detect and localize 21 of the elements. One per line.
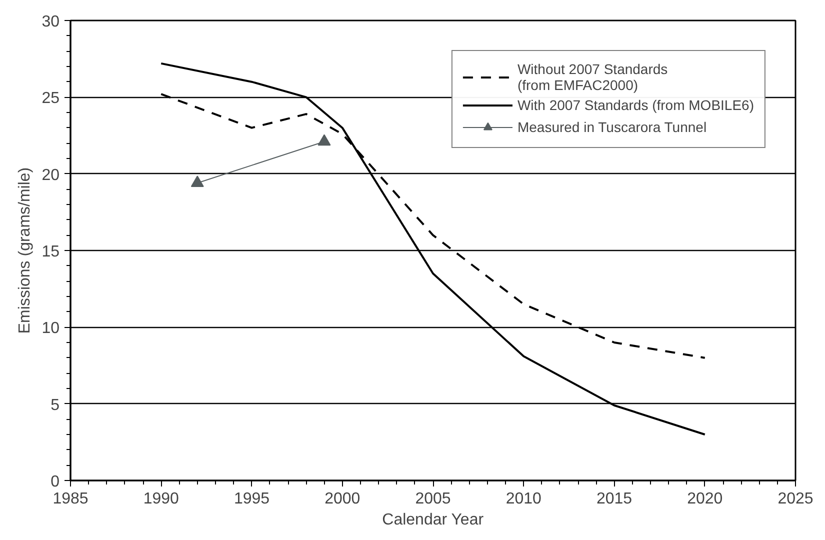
- y-tick-label: 0: [50, 474, 60, 490]
- x-tick-label: 1990: [143, 490, 180, 508]
- x-tick-label: 2015: [596, 490, 632, 508]
- x-tick-label: 1995: [234, 490, 270, 508]
- legend-label: With 2007 Standards (from MOBILE6): [517, 97, 754, 113]
- x-tick-label: 2000: [324, 490, 360, 508]
- y-axis-title: Emissions (grams/mile): [16, 167, 34, 334]
- y-tick-label: 15: [42, 244, 60, 260]
- x-axis-title: Calendar Year: [382, 512, 484, 528]
- legend-label: Without 2007 Standards (from EMFAC2000): [517, 61, 668, 93]
- x-tick-label: 1985: [52, 490, 88, 508]
- x-tick-label: 2010: [506, 490, 542, 508]
- x-tick-label: 2025: [778, 490, 814, 508]
- y-tick-label: 30: [42, 14, 60, 30]
- y-tick-label: 5: [50, 396, 60, 414]
- y-tick-label: 20: [42, 166, 60, 184]
- legend-label: Measured in Tuscarora Tunnel: [517, 119, 707, 135]
- y-tick-label: 10: [42, 320, 60, 338]
- y-tick-label: 25: [42, 90, 60, 108]
- x-tick-label: 2005: [415, 490, 451, 508]
- x-tick-label: 2020: [687, 490, 723, 508]
